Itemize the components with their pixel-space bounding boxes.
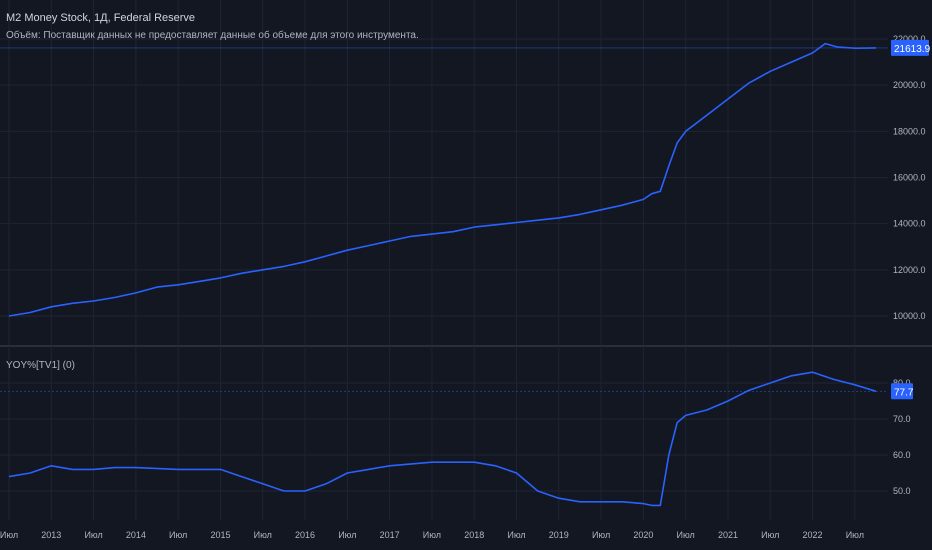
- price-y-tick-label: 20000.0: [893, 80, 926, 90]
- series-layer: [0, 42, 888, 507]
- chart-title: M2 Money Stock, 1Д, Federal Reserve: [6, 12, 195, 24]
- volume-note: Объём: Поставщик данных не предоставляет…: [6, 29, 419, 41]
- time-tick-label: Июл: [0, 530, 18, 540]
- time-tick-label: Июл: [677, 530, 695, 540]
- price-last-value-badge: [891, 39, 929, 56]
- price-y-tick-label: 10000.0: [893, 311, 926, 321]
- time-tick-label: 2018: [464, 530, 484, 540]
- last-value-badges: 21613.9 77.7: [891, 39, 931, 400]
- yoy-series-line: [8, 371, 877, 507]
- time-tick-label: Июл: [846, 530, 864, 540]
- time-tick-label: 2016: [295, 530, 315, 540]
- time-tick-label: Июл: [338, 530, 356, 540]
- yoy-y-tick-label: 70.0: [893, 414, 911, 424]
- time-tick-label: 2019: [549, 530, 569, 540]
- yoy-y-tick-label: 50.0: [893, 486, 911, 496]
- price-y-tick-label: 12000.0: [893, 265, 926, 275]
- time-tick-label: 2014: [126, 530, 146, 540]
- time-tick-label: Июл: [761, 530, 779, 540]
- time-tick-label: Июл: [254, 530, 272, 540]
- price-y-tick-label: 14000.0: [893, 219, 926, 229]
- time-tick-label: 2017: [380, 530, 400, 540]
- yoy-last-value-text: 77.7: [894, 387, 914, 398]
- price-y-tick-label: 18000.0: [893, 126, 926, 136]
- indicator-label[interactable]: YOY%[TV1] (0): [6, 360, 75, 371]
- price-axis[interactable]: 10000.0 12000.0 14000.0 16000.0 18000.0 20000…: [893, 34, 926, 496]
- time-tick-label: Июл: [84, 530, 102, 540]
- time-tick-label: Июл: [507, 530, 525, 540]
- yoy-y-tick-label: 80.0: [893, 378, 911, 388]
- time-axis[interactable]: Июл 2013 Июл 2014 Июл 2015 Июл 2016 Июл 2017 Июл 20…: [0, 530, 864, 540]
- price-y-tick-label: 16000.0: [893, 173, 926, 183]
- price-last-value-text: 21613.9: [894, 44, 931, 55]
- time-tick-label: 2013: [41, 530, 61, 540]
- time-tick-label: 2020: [633, 530, 653, 540]
- yoy-last-value-badge: [891, 383, 913, 400]
- time-tick-label: 2022: [803, 530, 823, 540]
- grid-layer: [0, 0, 888, 520]
- time-tick-label: Июл: [592, 530, 610, 540]
- time-tick-label: Июл: [169, 530, 187, 540]
- price-series-line: [8, 42, 877, 317]
- price-y-tick-label: 22000.0: [893, 34, 926, 44]
- yoy-y-tick-label: 60.0: [893, 450, 911, 460]
- time-tick-label: Июл: [423, 530, 441, 540]
- time-tick-label: 2015: [210, 530, 230, 540]
- time-tick-label: 2021: [718, 530, 738, 540]
